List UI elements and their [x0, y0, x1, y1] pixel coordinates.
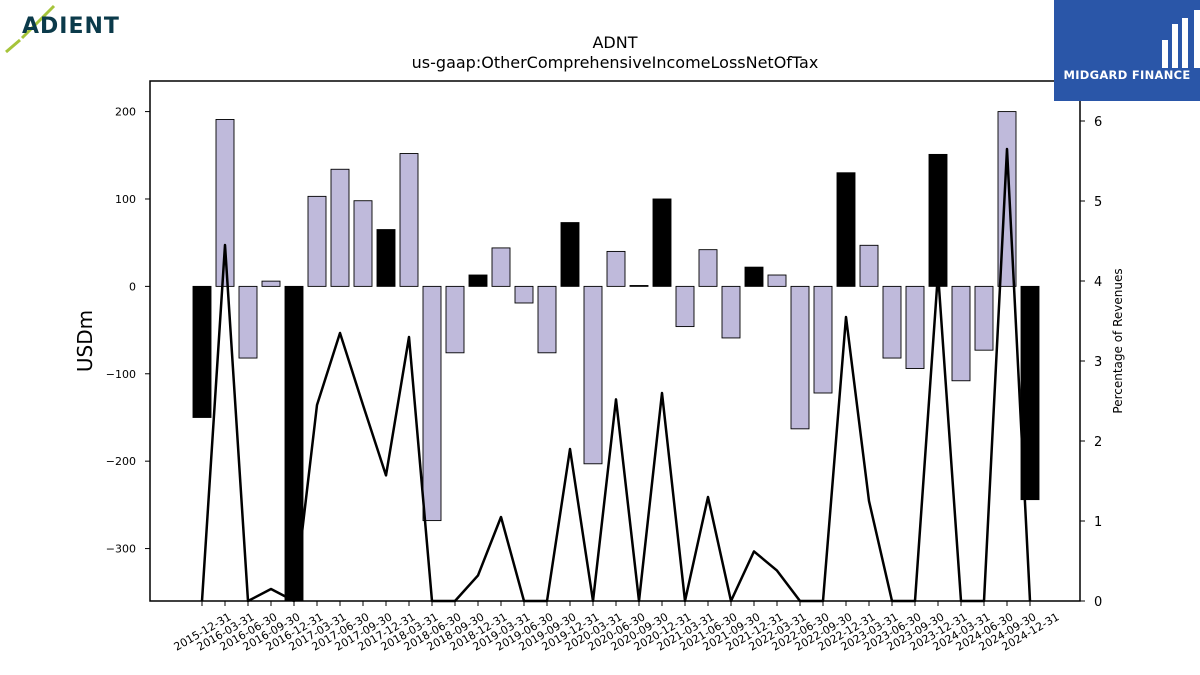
midgard-logo: MIDGARD FINANCE [1054, 0, 1200, 101]
bar-2023-09-30 [905, 285, 925, 369]
y-tick-label: 100 [115, 193, 136, 206]
bars-group [192, 111, 1040, 602]
y2-tick-label: 0 [1094, 595, 1102, 610]
bar-2018-09-30 [445, 285, 465, 354]
y-tick-label: 0 [129, 280, 136, 293]
bar-2021-03-31 [675, 285, 695, 328]
bar-2023-12-31 [928, 153, 948, 287]
chart-subtitle: us-gaap:OtherComprehensiveIncomeLossNetO… [412, 53, 819, 72]
y2-tick-label: 1 [1094, 515, 1102, 530]
y-ticks-right: 0 1 2 3 4 5 6 [1080, 115, 1102, 610]
adient-accent-icon [5, 4, 56, 54]
bar-2017-12-31 [376, 229, 396, 287]
bar-2017-03-31 [307, 195, 327, 287]
bar-2019-03-31 [491, 247, 511, 287]
y2-tick-label: 5 [1094, 195, 1102, 210]
chart-title: ADNT [592, 33, 637, 52]
y2-tick-label: 3 [1094, 355, 1102, 370]
bar-2015-12-31 [192, 285, 212, 418]
y-axis-label: USDm [73, 310, 97, 372]
midgard-logo-text: MIDGARD FINANCE [1063, 68, 1191, 82]
bar-2019-12-31 [560, 222, 580, 287]
bar-2019-09-30 [537, 285, 557, 354]
bar-2021-06-30 [698, 249, 718, 287]
bar-2016-03-31 [215, 119, 235, 287]
bar-2022-06-30 [790, 285, 810, 430]
y-tick-label: −300 [106, 543, 136, 556]
y2-tick-label: 6 [1094, 115, 1102, 130]
adient-logo-text: ADIENT [22, 14, 120, 39]
bar-2020-06-30 [606, 250, 626, 287]
bar-2020-09-30 [629, 285, 649, 287]
bar-2018-06-30 [422, 285, 442, 522]
bar-2017-06-30 [330, 168, 350, 287]
x-ticks: 2015-12-312016-03-312016-06-302016-09-30… [172, 601, 1062, 654]
y2-tick-label: 4 [1094, 275, 1102, 290]
bar-2022-09-30 [813, 285, 833, 394]
bar-2024-03-31 [951, 285, 971, 382]
bar-2023-03-31 [859, 244, 879, 287]
bar-2020-03-31 [583, 285, 603, 465]
y2-tick-label: 2 [1094, 435, 1102, 450]
bar-2024-12-31 [1020, 285, 1040, 501]
y-tick-label: 200 [115, 106, 136, 119]
bar-2017-09-30 [353, 200, 373, 287]
bar-2019-06-30 [514, 285, 534, 304]
y2-axis-label: Percentage of Revenues [1111, 268, 1125, 413]
bar-2018-12-31 [468, 274, 488, 287]
bar-2021-12-31 [744, 266, 764, 287]
y-tick-label: −100 [106, 368, 136, 381]
bar-2022-12-31 [836, 172, 856, 287]
bar-2020-12-31 [652, 198, 672, 287]
y-ticks-left: 200 100 0 −100 −200 −300 [106, 106, 150, 556]
bar-2016-06-30 [238, 285, 258, 359]
bar-2021-09-30 [721, 285, 741, 339]
bar-2023-06-30 [882, 285, 902, 359]
plot-frame [149, 80, 1081, 602]
adient-logo: ADIENT [0, 0, 140, 60]
bar-2024-06-30 [974, 285, 994, 351]
bar-2018-03-31 [399, 153, 419, 287]
bar-2022-03-31 [767, 274, 787, 287]
midgard-emblem-icon [1162, 10, 1200, 68]
bar-2016-09-30 [261, 280, 281, 287]
y-tick-label: −200 [106, 455, 136, 468]
